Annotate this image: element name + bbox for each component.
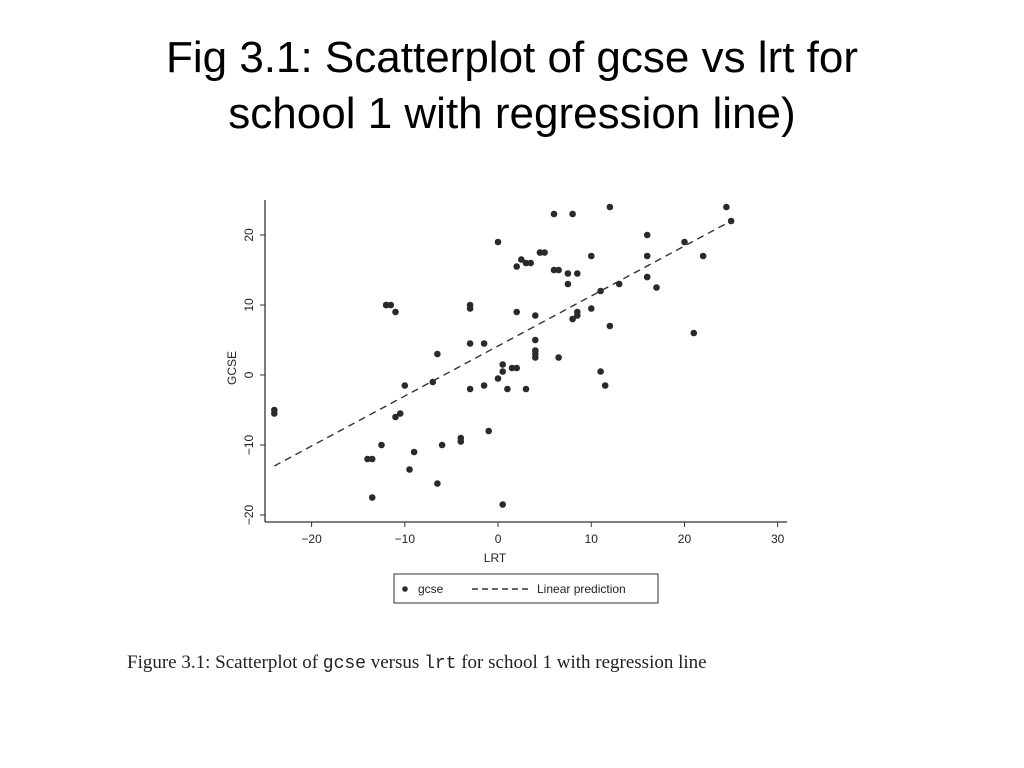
data-point [392, 413, 399, 421]
x-tick-label: −20 [301, 532, 322, 546]
data-point [513, 308, 520, 316]
y-tick-label: 0 [242, 371, 256, 378]
data-point [532, 336, 539, 344]
data-point [513, 263, 520, 270]
slide-title: Fig 3.1: Scatterplot of gcse vs lrt for … [0, 30, 1024, 142]
data-point [410, 448, 418, 456]
data-point [392, 308, 399, 316]
data-point [434, 350, 441, 358]
data-point [606, 322, 614, 330]
data-point [522, 385, 530, 393]
data-point [499, 501, 507, 508]
caption-var-gcse: gcse [322, 654, 366, 674]
data-point [522, 259, 530, 267]
x-axis-title: LRT [484, 551, 507, 565]
data-point [564, 270, 572, 277]
caption-prefix: Figure 3.1: Scatterplot of [127, 652, 323, 673]
data-point [434, 480, 441, 487]
data-point [513, 364, 520, 372]
data-point [466, 305, 474, 312]
data-point [494, 375, 502, 382]
data-point [550, 266, 558, 274]
x-axis-ticks: −20 −10 0 10 20 30 [301, 522, 785, 546]
data-point [499, 361, 507, 368]
data-point [406, 466, 413, 473]
data-point [466, 340, 474, 347]
x-tick-label: −10 [395, 532, 416, 546]
y-tick-label: −10 [242, 434, 256, 455]
legend-label-gcse: gcse [418, 582, 444, 596]
data-point [378, 441, 385, 449]
data-point [569, 315, 576, 323]
data-point [480, 382, 488, 389]
data-point [564, 280, 572, 288]
data-point [536, 249, 544, 256]
slide-title-line-1: Fig 3.1: Scatterplot of gcse vs lrt for [165, 33, 859, 82]
data-point [364, 455, 371, 463]
data-point [555, 354, 562, 361]
data-point [438, 441, 446, 449]
legend-label-linear-prediction: Linear prediction [537, 582, 626, 596]
y-tick-label: 10 [242, 298, 256, 312]
data-point [504, 385, 511, 393]
data-point [597, 287, 604, 295]
legend: gcse Linear prediction [393, 573, 659, 604]
caption-middle: versus [366, 652, 425, 673]
data-point [681, 238, 688, 246]
data-points [271, 203, 735, 508]
data-point [643, 252, 651, 260]
data-point [508, 364, 516, 372]
y-axis-title: GCSE [225, 351, 239, 385]
data-point [574, 270, 581, 277]
regression-line [273, 220, 732, 467]
x-tick-label: 20 [678, 532, 692, 546]
y-axis-ticks: −20 −10 0 10 20 [242, 228, 265, 525]
data-point [643, 231, 651, 239]
x-tick-label: 0 [495, 532, 502, 546]
data-point [382, 301, 390, 309]
data-point [601, 382, 609, 389]
data-point [485, 427, 493, 435]
caption-suffix: for school 1 with regression line [456, 652, 707, 673]
data-point [597, 368, 604, 375]
data-point [588, 305, 595, 312]
data-point [550, 210, 558, 218]
data-point [690, 329, 698, 337]
data-point [574, 308, 581, 316]
x-tick-label: 10 [585, 532, 599, 546]
data-point [541, 249, 548, 256]
data-point [401, 382, 409, 389]
data-point [532, 354, 539, 361]
data-point [368, 455, 376, 463]
caption-var-lrt: lrt [424, 654, 457, 674]
y-tick-label: −20 [242, 504, 256, 525]
data-point [271, 410, 278, 417]
data-point [606, 203, 614, 211]
data-point [527, 259, 534, 267]
data-point [480, 340, 488, 347]
data-point [643, 273, 651, 281]
data-point [499, 368, 507, 375]
data-point [569, 210, 576, 218]
data-point [723, 203, 730, 211]
data-point [387, 301, 395, 309]
scatter-chart: −20 −10 0 10 20 30 −20 −10 0 10 20 LRT GCSE gcse … [225, 200, 787, 604]
data-point [532, 312, 539, 319]
slide-title-line-2: school 1 with regression line) [228, 89, 796, 138]
data-point [518, 256, 525, 263]
data-point [466, 385, 474, 393]
data-point [396, 410, 404, 417]
x-tick-label: 30 [771, 532, 785, 546]
data-point [368, 494, 376, 501]
data-point [653, 284, 660, 291]
y-tick-label: 20 [242, 228, 256, 242]
data-point [457, 438, 465, 445]
data-point [727, 217, 735, 225]
data-point [588, 252, 595, 260]
figure-caption: Figure 3.1: Scatterplot of gcse versus l… [127, 652, 907, 674]
legend-marker-gcse [402, 586, 408, 592]
data-point [555, 266, 562, 274]
data-point [494, 238, 502, 246]
data-point [699, 252, 707, 260]
